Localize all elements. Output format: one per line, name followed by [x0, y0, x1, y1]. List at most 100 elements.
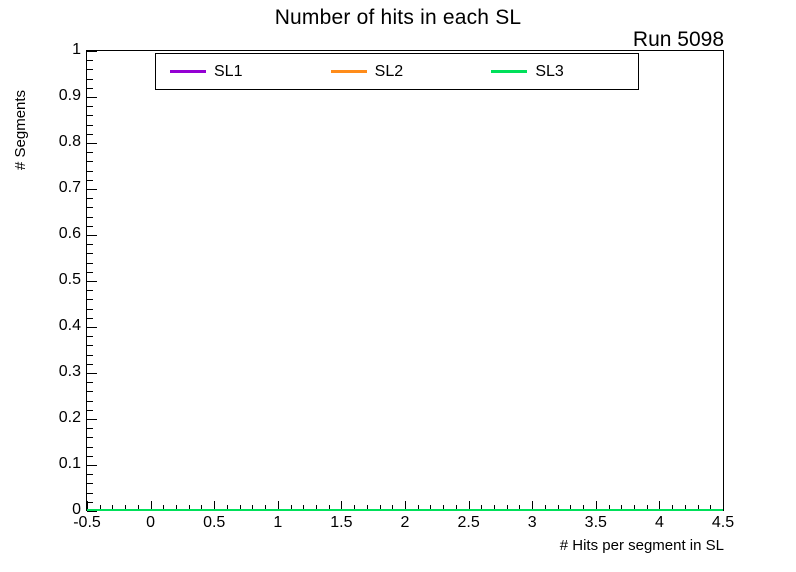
y-tick-label: 0.3	[58, 363, 81, 380]
page-title: Number of hits in each SL	[274, 6, 522, 29]
x-tick-minor	[672, 505, 673, 511]
y-tick-minor	[87, 115, 93, 116]
y-tick-label: 0.5	[58, 271, 81, 288]
legend-entry-sl2[interactable]: SL2	[317, 62, 478, 80]
legend-entry-sl3[interactable]: SL3	[477, 63, 638, 80]
x-tick-major	[659, 501, 660, 511]
y-tick-minor	[87, 355, 93, 356]
y-tick-minor	[87, 428, 93, 429]
y-tick-minor	[87, 318, 93, 319]
x-tick-label: 2.5	[457, 514, 480, 531]
y-tick-major	[87, 465, 97, 466]
y-tick-minor	[87, 299, 93, 300]
x-tick-minor	[456, 505, 457, 511]
x-tick-minor	[227, 505, 228, 511]
y-tick-minor	[87, 474, 93, 475]
x-tick-minor	[558, 505, 559, 511]
y-tick-minor	[87, 60, 93, 61]
x-tick-minor	[418, 505, 419, 511]
x-tick-minor	[176, 505, 177, 511]
x-tick-minor	[621, 505, 622, 511]
x-tick-major	[469, 501, 470, 511]
x-tick-major	[405, 501, 406, 511]
y-tick-major	[87, 327, 97, 328]
x-tick-label: -0.5	[73, 514, 101, 531]
legend[interactable]: SL1 SL2 SL3	[155, 53, 639, 90]
y-tick-minor	[87, 152, 93, 153]
y-tick-label: 1	[72, 41, 81, 58]
y-tick-label: 0.1	[58, 455, 81, 472]
x-tick-minor	[138, 505, 139, 511]
y-tick-major	[87, 419, 97, 420]
y-tick-minor	[87, 171, 93, 172]
y-tick-minor	[87, 391, 93, 392]
y-tick-minor	[87, 447, 93, 448]
y-tick-minor	[87, 106, 93, 107]
y-tick-minor	[87, 483, 93, 484]
x-tick-label: 1	[273, 514, 283, 531]
y-tick-minor	[87, 382, 93, 383]
y-tick-major	[87, 281, 97, 282]
x-tick-minor	[443, 505, 444, 511]
x-tick-major	[341, 501, 342, 511]
x-tick-minor	[647, 505, 648, 511]
x-tick-major	[278, 501, 279, 511]
x-tick-minor	[570, 505, 571, 511]
y-tick-major	[87, 189, 97, 190]
x-tick-minor	[354, 505, 355, 511]
x-tick-minor	[634, 505, 635, 511]
x-tick-minor	[329, 505, 330, 511]
series-line-sl3	[87, 509, 723, 511]
y-tick-minor	[87, 226, 93, 227]
y-tick-minor	[87, 69, 93, 70]
legend-label: SL2	[374, 62, 404, 80]
x-tick-minor	[240, 505, 241, 511]
y-tick-label: 0.9	[58, 87, 81, 104]
y-tick-minor	[87, 207, 93, 208]
x-tick-minor	[252, 505, 253, 511]
y-tick-minor	[87, 79, 93, 80]
y-tick-label: 0.2	[58, 409, 81, 426]
y-tick-minor	[87, 198, 93, 199]
x-tick-label: 4	[654, 514, 664, 531]
y-tick-major	[87, 97, 97, 98]
y-tick-major	[87, 143, 97, 144]
legend-swatch-icon	[491, 70, 528, 73]
x-tick-minor	[609, 505, 610, 511]
legend-entry-sl1[interactable]: SL1	[156, 62, 317, 80]
x-tick-label: 3	[527, 514, 537, 531]
x-tick-minor	[494, 505, 495, 511]
y-tick-minor	[87, 336, 93, 337]
x-tick-minor	[163, 505, 164, 511]
x-tick-minor	[685, 505, 686, 511]
y-tick-minor	[87, 88, 93, 89]
y-tick-minor	[87, 253, 93, 254]
x-tick-major	[151, 501, 152, 511]
legend-swatch-icon	[330, 70, 367, 73]
x-tick-minor	[698, 505, 699, 511]
x-tick-label: 0	[146, 514, 156, 531]
x-tick-minor	[519, 505, 520, 511]
y-tick-minor	[87, 217, 93, 218]
legend-label: SL1	[214, 62, 243, 80]
y-tick-major	[87, 511, 97, 512]
y-tick-minor	[87, 263, 93, 264]
x-tick-major	[87, 501, 88, 511]
x-tick-minor	[100, 505, 101, 511]
y-tick-label: 0.4	[58, 317, 81, 334]
y-tick-minor	[87, 244, 93, 245]
x-tick-minor	[481, 505, 482, 511]
y-tick-minor	[87, 410, 93, 411]
y-tick-label: 0.6	[58, 225, 81, 242]
legend-swatch-icon	[170, 70, 206, 73]
x-tick-minor	[201, 505, 202, 511]
x-tick-major	[214, 501, 215, 511]
y-tick-label: 0.7	[58, 179, 81, 196]
y-tick-minor	[87, 493, 93, 494]
x-tick-label: 0.5	[203, 514, 226, 531]
y-tick-minor	[87, 134, 93, 135]
x-tick-minor	[392, 505, 393, 511]
y-tick-major	[87, 235, 97, 236]
